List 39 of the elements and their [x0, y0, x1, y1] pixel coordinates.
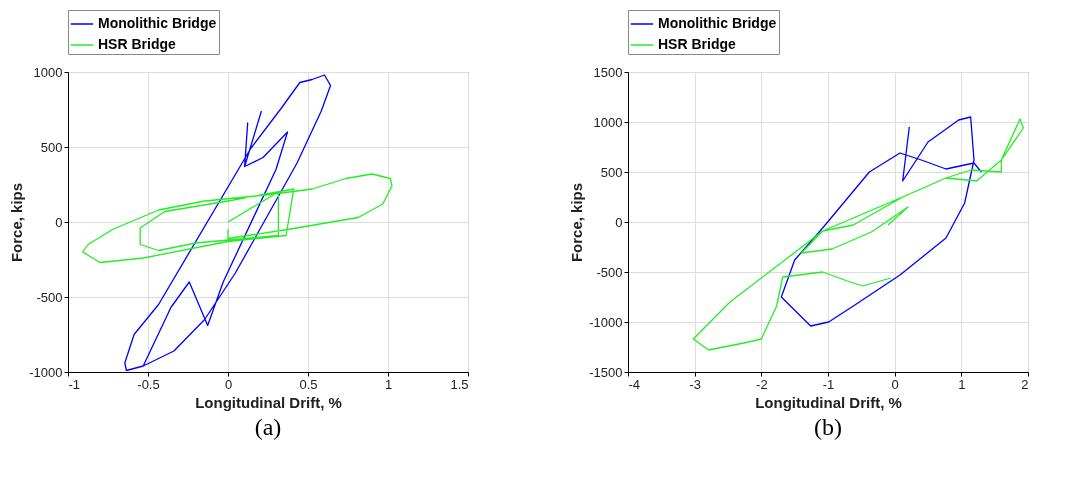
x-tick-label: 0 — [891, 376, 899, 392]
y-tick-label: -500 — [596, 264, 623, 280]
y-tick-label: -1000 — [589, 314, 623, 330]
x-tick-label: -3 — [689, 376, 701, 392]
y-axis-title: Force, kips — [8, 182, 26, 263]
x-tick-label: 0.5 — [299, 376, 318, 392]
y-axis-title: Force, kips — [568, 182, 586, 263]
x-axis-title: Longitudinal Drift, % — [195, 393, 342, 411]
x-tick-label: 1.5 — [450, 376, 469, 392]
y-tick-label: 0 — [55, 214, 63, 230]
x-tick-label: -0.5 — [137, 376, 160, 392]
y-tick-label: 1500 — [593, 64, 623, 80]
x-tick-label: 1 — [384, 376, 393, 392]
y-tick-label: 500 — [600, 164, 623, 180]
legend-label: HSR Bridge — [98, 36, 176, 52]
line-series — [82, 173, 393, 264]
legend-label: Monolithic Bridge — [98, 15, 217, 31]
text: (b) — [814, 414, 842, 440]
y-tick-label: -1500 — [589, 364, 623, 380]
x-tick-label: 2 — [1021, 376, 1029, 392]
x-tick-label: -1 — [68, 376, 81, 392]
x-tick-label: -2 — [756, 376, 768, 392]
y-tick-label: -1000 — [29, 364, 63, 380]
line-series — [692, 118, 1024, 351]
legend-label: Monolithic Bridge — [658, 15, 777, 31]
text: (a) — [254, 414, 282, 440]
y-tick-label: 1000 — [33, 64, 63, 80]
x-axis-title: Longitudinal Drift, % — [755, 393, 902, 411]
legend-label: HSR Bridge — [658, 36, 736, 52]
y-tick-label: 1000 — [593, 114, 623, 130]
y-tick-label: -500 — [36, 289, 63, 305]
y-tick-label: 0 — [615, 214, 623, 230]
x-tick-label: -4 — [628, 376, 641, 392]
y-tick-label: 500 — [40, 139, 63, 155]
x-tick-label: 0 — [224, 376, 233, 392]
line-series — [124, 74, 332, 372]
line-series — [780, 116, 982, 327]
x-tick-label: -1 — [822, 376, 835, 392]
x-tick-label: 1 — [958, 376, 966, 392]
